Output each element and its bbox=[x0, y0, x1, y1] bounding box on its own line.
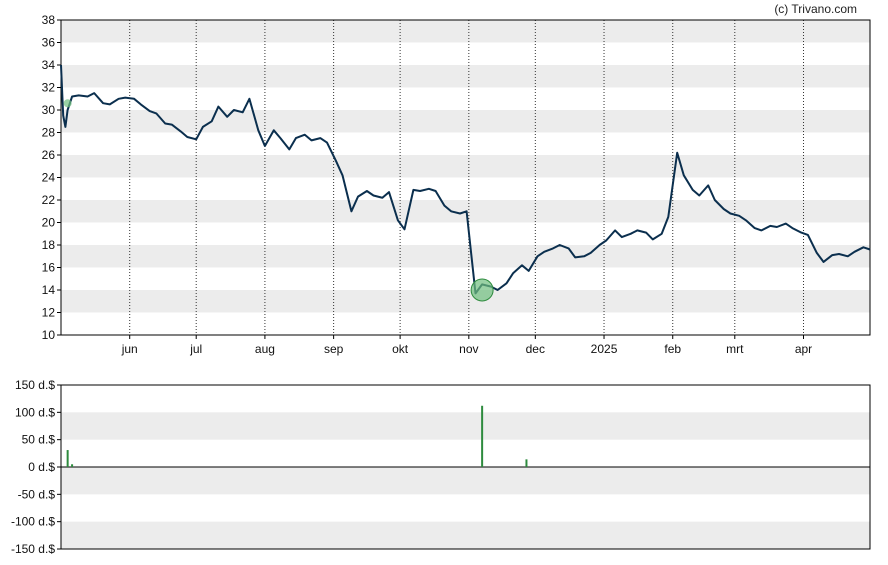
x-tick-label: aug bbox=[255, 342, 275, 356]
volume-y-tick-label: -150 d.$ bbox=[11, 542, 55, 556]
credit-label: (c) Trivano.com bbox=[774, 2, 857, 16]
volume-bar bbox=[481, 405, 484, 467]
y-tick-label: 38 bbox=[42, 13, 56, 27]
volume-bar bbox=[71, 464, 74, 467]
y-tick-label: 18 bbox=[42, 238, 56, 252]
x-tick-label: jul bbox=[189, 342, 202, 356]
y-tick-label: 28 bbox=[42, 126, 56, 140]
price-grid-band bbox=[61, 290, 870, 313]
y-tick-label: 12 bbox=[42, 306, 56, 320]
x-tick-label: feb bbox=[664, 342, 681, 356]
y-tick-label: 36 bbox=[42, 36, 56, 50]
y-tick-label: 22 bbox=[42, 193, 56, 207]
volume-y-tick-label: -50 d.$ bbox=[18, 487, 56, 501]
price-grid-band bbox=[61, 110, 870, 133]
volume-grid-band bbox=[61, 412, 870, 440]
y-tick-label: 10 bbox=[42, 328, 56, 342]
volume-grid-band bbox=[61, 467, 870, 495]
x-tick-label: sep bbox=[324, 342, 344, 356]
price-line bbox=[60, 64, 871, 295]
volume-grid-band bbox=[61, 521, 870, 549]
x-tick-label: jun bbox=[121, 342, 138, 356]
y-tick-label: 14 bbox=[42, 283, 56, 297]
price-grid-band bbox=[61, 20, 870, 43]
x-tick-label: dec bbox=[526, 342, 545, 356]
volume-y-tick-label: 150 d.$ bbox=[15, 378, 55, 392]
volume-bar bbox=[525, 459, 528, 467]
x-tick-label: mrt bbox=[726, 342, 744, 356]
volume-chart: 150 d.$ 100 d.$ 50 d.$ 0 d.$ -50 d.$ -100 d.$… bbox=[11, 378, 871, 556]
price-chart: jun jul aug sep okt nov dec 2025 feb mrt apr 10 12 14… bbox=[42, 13, 871, 356]
y-tick-label: 24 bbox=[42, 171, 56, 185]
price-grid-band bbox=[61, 65, 870, 88]
volume-y-tick-label: 0 d.$ bbox=[28, 460, 55, 474]
price-grid-band bbox=[61, 245, 870, 268]
x-tick-label: okt bbox=[392, 342, 409, 356]
y-tick-label: 16 bbox=[42, 261, 56, 275]
y-tick-label: 30 bbox=[42, 103, 56, 117]
price-grid-band bbox=[61, 155, 870, 178]
y-tick-label: 32 bbox=[42, 81, 56, 95]
x-tick-label: nov bbox=[459, 342, 478, 356]
price-plot-frame bbox=[60, 19, 871, 336]
event-marker bbox=[63, 99, 72, 108]
y-tick-label: 26 bbox=[42, 148, 56, 162]
y-tick-label: 20 bbox=[42, 216, 56, 230]
volume-y-tick-label: 50 d.$ bbox=[22, 433, 56, 447]
y-tick-label: 34 bbox=[42, 58, 56, 72]
volume-y-tick-label: -100 d.$ bbox=[11, 515, 55, 529]
x-tick-label: 2025 bbox=[591, 342, 618, 356]
volume-y-tick-label: 100 d.$ bbox=[15, 405, 55, 419]
volume-bar bbox=[66, 450, 69, 467]
event-marker bbox=[470, 278, 494, 302]
x-tick-label: apr bbox=[795, 342, 812, 356]
volume-plot-frame bbox=[60, 384, 871, 550]
